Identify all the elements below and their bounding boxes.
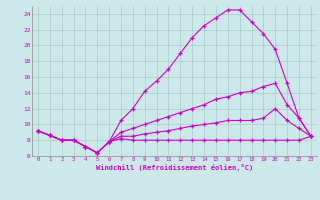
X-axis label: Windchill (Refroidissement éolien,°C): Windchill (Refroidissement éolien,°C): [96, 164, 253, 171]
